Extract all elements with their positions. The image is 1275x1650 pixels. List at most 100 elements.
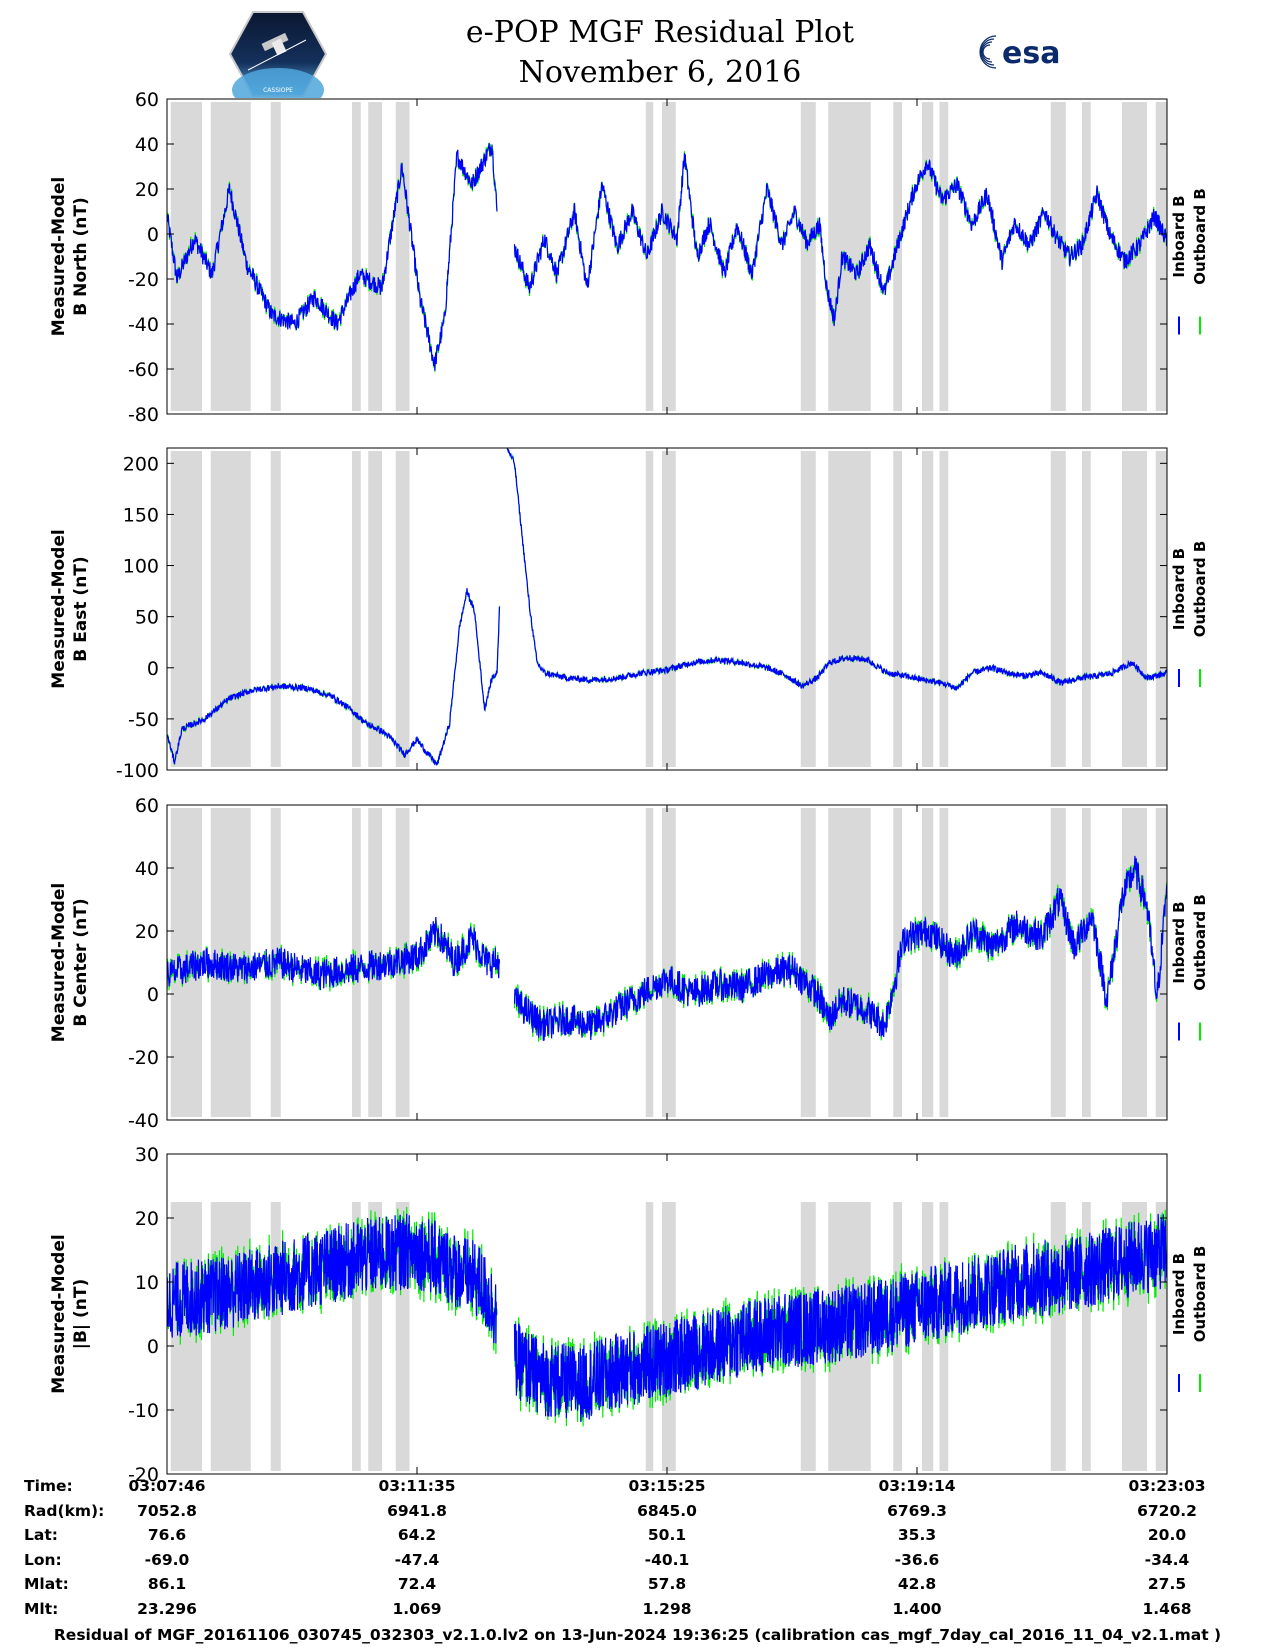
shaded-interval xyxy=(922,451,934,767)
table-row-label: Lat: xyxy=(24,1526,58,1544)
legend-inboard-label: Inboard B xyxy=(1170,548,1188,630)
y-tick-label: 20 xyxy=(135,921,159,943)
table-cell: 23.296 xyxy=(137,1599,197,1618)
y-tick-label: 60 xyxy=(135,795,159,817)
table-cell: 86.1 xyxy=(147,1575,187,1593)
y-tick-label: -10 xyxy=(128,1400,159,1422)
y-tick-label: 200 xyxy=(123,453,159,475)
table-cell: -40.1 xyxy=(644,1550,690,1569)
y-tick-label: -50 xyxy=(128,709,159,731)
shaded-interval xyxy=(939,808,949,1117)
table-cell: 03:15:25 xyxy=(628,1477,706,1495)
y-tick-label: 30 xyxy=(135,1144,159,1166)
shaded-interval xyxy=(1122,808,1147,1117)
y-tick-label: -40 xyxy=(128,314,159,336)
y-tick-label: -40 xyxy=(128,1110,159,1132)
table-cell: 1.468 xyxy=(1142,1599,1192,1618)
panel-2: -100 -50 0 50 100 150 200 Measured-Model B East … xyxy=(49,447,1209,782)
table-cell: 72.4 xyxy=(397,1575,437,1593)
shaded-interval xyxy=(270,1202,281,1471)
legend-inboard-label: Inboard B xyxy=(1170,195,1188,277)
table-cell: 6845.0 xyxy=(637,1501,697,1520)
shaded-interval xyxy=(662,102,676,411)
table-cell: -36.6 xyxy=(894,1550,940,1569)
y-tick-label: 150 xyxy=(123,504,159,526)
y-axis-label: B Center (nT) xyxy=(71,898,91,1026)
table-cell: 03:23:03 xyxy=(1128,1477,1206,1495)
shaded-interval xyxy=(210,102,251,411)
y-tick-label: 0 xyxy=(147,984,159,1006)
table-cell: 35.3 xyxy=(897,1526,937,1544)
y-tick-label: -80 xyxy=(128,404,159,426)
table-cell: 7052.8 xyxy=(137,1501,197,1520)
inboard-b-series xyxy=(167,855,1167,1041)
shaded-interval xyxy=(939,102,949,411)
table-cell: 6941.8 xyxy=(387,1501,447,1520)
inboard-b-series xyxy=(167,1213,1167,1423)
shaded-interval xyxy=(922,808,934,1117)
shaded-interval xyxy=(1155,451,1167,767)
shaded-interval xyxy=(662,808,676,1117)
shaded-interval xyxy=(1122,451,1147,767)
table-row-label: Mlt: xyxy=(24,1599,59,1618)
esa-logo-icon: esa xyxy=(979,35,1060,71)
shaded-interval xyxy=(1082,102,1091,411)
table-cell: 03:07:46 xyxy=(128,1477,206,1495)
table-cell: 20.0 xyxy=(1147,1526,1187,1544)
shaded-interval xyxy=(893,451,902,767)
shaded-interval xyxy=(395,451,410,767)
shaded-interval xyxy=(922,102,934,411)
table-row-label: Mlat: xyxy=(24,1575,69,1593)
table-cell: -47.4 xyxy=(394,1550,440,1569)
panel-4: -20 -10 0 10 20 30 Measured-Model |B| (nT) Inboa… xyxy=(49,1144,1209,1486)
legend-outboard-label: Outboard B xyxy=(1191,894,1209,991)
shaded-interval xyxy=(800,451,816,767)
legend-outboard-label: Outboard B xyxy=(1191,1246,1209,1343)
legend-outboard-label: Outboard B xyxy=(1191,188,1209,285)
cassiope-logo-icon: CASSIOPE xyxy=(228,11,328,98)
y-tick-label: 40 xyxy=(135,858,159,880)
y-tick-label: 100 xyxy=(123,556,159,578)
shaded-interval xyxy=(368,451,382,767)
y-axis-label: B North (nT) xyxy=(71,197,91,316)
table-cell: 64.2 xyxy=(397,1526,437,1544)
shaded-interval xyxy=(800,102,816,411)
shaded-interval xyxy=(800,808,816,1117)
table-cell: -69.0 xyxy=(144,1550,190,1569)
legend-inboard-label: Inboard B xyxy=(1170,1253,1188,1335)
table-cell: 6769.3 xyxy=(887,1501,947,1520)
shaded-interval xyxy=(1050,102,1066,411)
shaded-interval xyxy=(352,808,361,1117)
shaded-interval xyxy=(662,451,676,767)
table-cell: 1.069 xyxy=(392,1599,442,1618)
shaded-interval xyxy=(1082,808,1091,1117)
y-axis-label: Measured-Model xyxy=(49,529,69,688)
y-tick-label: 20 xyxy=(135,179,159,201)
shaded-interval xyxy=(645,451,654,767)
table-row-label: Rad(km): xyxy=(24,1501,105,1520)
shaded-interval xyxy=(170,451,202,767)
shaded-interval xyxy=(352,1202,361,1471)
shaded-interval xyxy=(368,102,382,411)
y-tick-label: -60 xyxy=(128,359,159,381)
y-tick-label: -20 xyxy=(128,1047,159,1069)
table-cell: -34.4 xyxy=(1144,1550,1190,1569)
shaded-interval xyxy=(893,102,902,411)
y-tick-label: 40 xyxy=(135,134,159,156)
shaded-interval xyxy=(1155,1202,1167,1471)
y-tick-label: 0 xyxy=(147,1336,159,1358)
shaded-interval xyxy=(645,102,654,411)
table-cell: 27.5 xyxy=(1147,1575,1187,1593)
shaded-interval xyxy=(922,1202,934,1471)
table-cell: 1.298 xyxy=(642,1599,692,1618)
shaded-interval xyxy=(395,102,410,411)
shaded-interval xyxy=(1155,102,1167,411)
shaded-interval xyxy=(170,1202,202,1471)
table-cell: 42.8 xyxy=(897,1575,937,1593)
shaded-interval xyxy=(270,102,281,411)
svg-text:CASSIOPE: CASSIOPE xyxy=(263,87,293,94)
chart-title: e-POP MGF Residual Plot xyxy=(465,15,855,50)
shaded-interval xyxy=(1050,808,1066,1117)
shaded-interval xyxy=(939,1202,949,1471)
